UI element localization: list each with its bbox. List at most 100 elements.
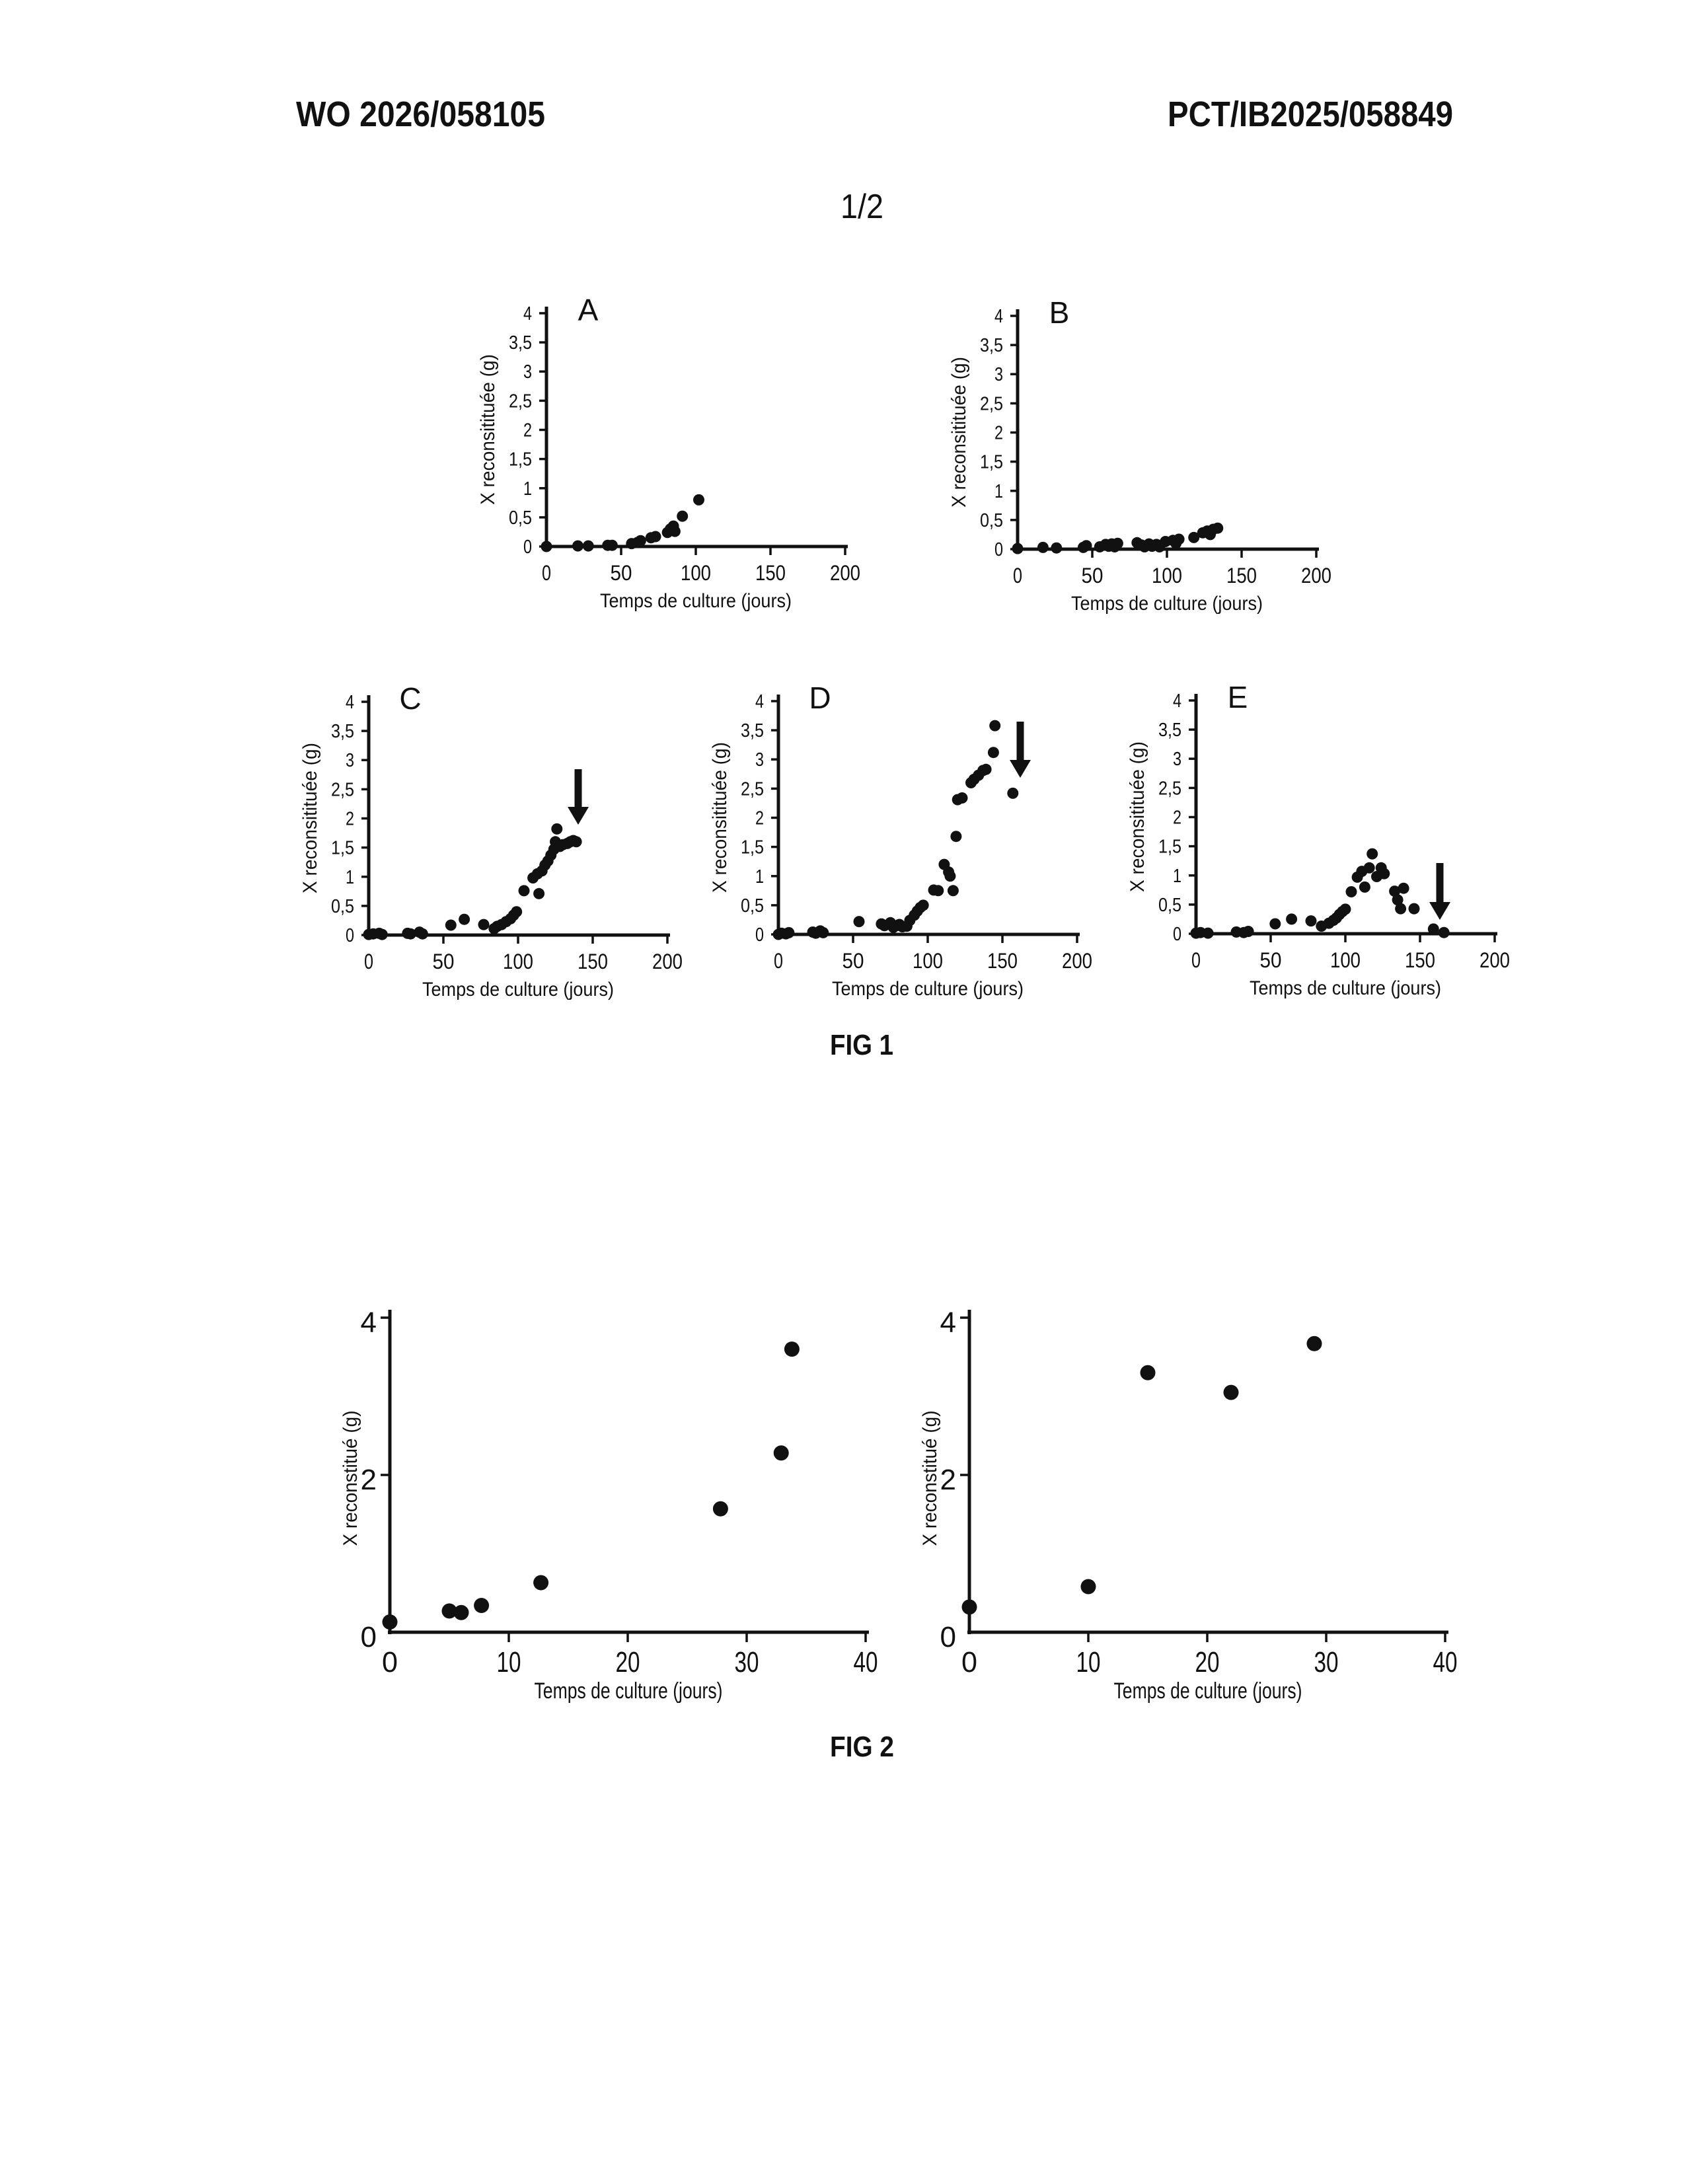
svg-text:50: 50 [842,949,864,973]
svg-text:200: 200 [1479,948,1510,972]
svg-text:0,5: 0,5 [1158,895,1181,916]
svg-text:150: 150 [755,561,786,585]
svg-text:0: 0 [523,537,532,558]
svg-text:30: 30 [1314,1646,1339,1678]
svg-text:1: 1 [994,481,1003,502]
svg-text:3,5: 3,5 [1158,720,1181,741]
svg-text:1,5: 1,5 [509,449,532,471]
svg-text:2: 2 [346,809,354,830]
svg-text:Temps de culture (jours): Temps de culture (jours) [1114,1678,1302,1704]
svg-text:10: 10 [1076,1646,1101,1678]
svg-text:2: 2 [994,423,1003,444]
svg-text:0: 0 [361,1621,377,1653]
svg-text:X reconstitué (g): X reconstitué (g) [919,1411,941,1546]
svg-text:X reconsitituée (g): X reconsitituée (g) [477,354,499,505]
svg-text:100: 100 [503,950,533,973]
svg-text:2,5: 2,5 [1158,778,1181,799]
svg-text:E: E [1228,680,1248,714]
svg-text:3,5: 3,5 [980,335,1003,356]
svg-text:B: B [1049,295,1070,330]
svg-text:3,5: 3,5 [331,721,354,742]
svg-text:4: 4 [940,1306,956,1339]
svg-text:150: 150 [1226,564,1257,587]
svg-text:0,5: 0,5 [331,896,354,917]
svg-text:200: 200 [1062,949,1092,973]
svg-text:0: 0 [1191,948,1201,972]
svg-text:2,5: 2,5 [980,393,1003,414]
svg-text:WO 2026/058105: WO 2026/058105 [296,94,545,134]
svg-text:X reconsitituée (g): X reconsitituée (g) [948,357,970,508]
svg-text:1: 1 [523,478,532,500]
svg-text:1: 1 [755,866,764,887]
svg-text:50: 50 [1260,948,1282,972]
svg-text:0: 0 [542,561,551,585]
svg-text:1,5: 1,5 [980,452,1003,473]
svg-text:A: A [578,293,599,327]
svg-text:200: 200 [830,561,860,585]
svg-text:0: 0 [364,950,373,973]
svg-text:Temps de culture (jours): Temps de culture (jours) [1250,977,1441,999]
svg-text:100: 100 [1152,564,1182,587]
svg-text:200: 200 [1301,564,1331,587]
svg-text:3: 3 [755,749,764,771]
svg-text:0,5: 0,5 [741,895,764,917]
svg-text:1,5: 1,5 [1158,837,1181,858]
svg-text:1,5: 1,5 [741,837,764,858]
svg-text:1: 1 [1173,866,1181,887]
svg-text:3,5: 3,5 [741,720,764,741]
svg-text:0: 0 [346,925,354,946]
svg-text:10: 10 [497,1646,521,1678]
svg-text:40: 40 [1433,1646,1458,1678]
svg-text:0: 0 [1013,564,1022,587]
svg-text:100: 100 [681,561,711,585]
svg-text:150: 150 [987,949,1018,973]
svg-text:Temps de culture (jours): Temps de culture (jours) [422,979,614,1000]
svg-text:3,5: 3,5 [509,332,532,354]
svg-text:2,5: 2,5 [509,391,532,412]
svg-text:0: 0 [961,1646,977,1678]
svg-text:4: 4 [755,691,764,712]
svg-text:1,5: 1,5 [331,838,354,859]
svg-text:3: 3 [994,364,1003,385]
svg-text:4: 4 [361,1306,377,1339]
svg-text:20: 20 [1195,1646,1220,1678]
svg-text:2,5: 2,5 [331,779,354,800]
svg-text:150: 150 [1405,948,1435,972]
svg-text:1: 1 [346,867,354,888]
svg-text:2: 2 [755,808,764,829]
svg-text:0: 0 [940,1621,956,1653]
svg-text:4: 4 [1173,691,1181,712]
svg-text:4: 4 [994,306,1003,327]
svg-text:30: 30 [735,1646,759,1678]
svg-text:0: 0 [1173,924,1181,945]
svg-text:X reconstitué (g): X reconstitué (g) [340,1411,361,1546]
svg-text:0: 0 [755,924,764,946]
svg-text:100: 100 [1330,948,1361,972]
svg-text:4: 4 [346,692,354,713]
svg-text:C: C [399,681,421,716]
svg-text:0: 0 [774,949,783,973]
svg-text:PCT/IB2025/058849: PCT/IB2025/058849 [1168,94,1453,134]
svg-text:2: 2 [523,420,532,441]
svg-text:50: 50 [433,950,455,973]
svg-text:3: 3 [523,361,532,383]
svg-text:50: 50 [1082,564,1104,587]
svg-text:100: 100 [913,949,943,973]
svg-text:0: 0 [382,1646,398,1678]
svg-text:FIG 2: FIG 2 [830,1731,894,1763]
svg-text:Temps de culture (jours): Temps de culture (jours) [535,1678,723,1704]
svg-text:200: 200 [652,950,683,973]
svg-text:4: 4 [523,303,532,324]
svg-text:X reconsitituée (g): X reconsitituée (g) [709,742,731,893]
svg-text:50: 50 [611,561,632,585]
svg-text:0,5: 0,5 [509,508,532,529]
svg-text:3: 3 [346,750,354,771]
svg-text:Temps de culture (jours): Temps de culture (jours) [832,978,1024,1000]
svg-text:1/2: 1/2 [841,188,883,226]
svg-text:3: 3 [1173,749,1181,770]
svg-text:Temps de culture (jours): Temps de culture (jours) [1071,593,1263,615]
svg-text:2: 2 [361,1464,377,1496]
svg-text:0: 0 [994,539,1003,560]
svg-text:X reconsitituée (g): X reconsitituée (g) [299,743,321,893]
svg-text:40: 40 [854,1646,878,1678]
